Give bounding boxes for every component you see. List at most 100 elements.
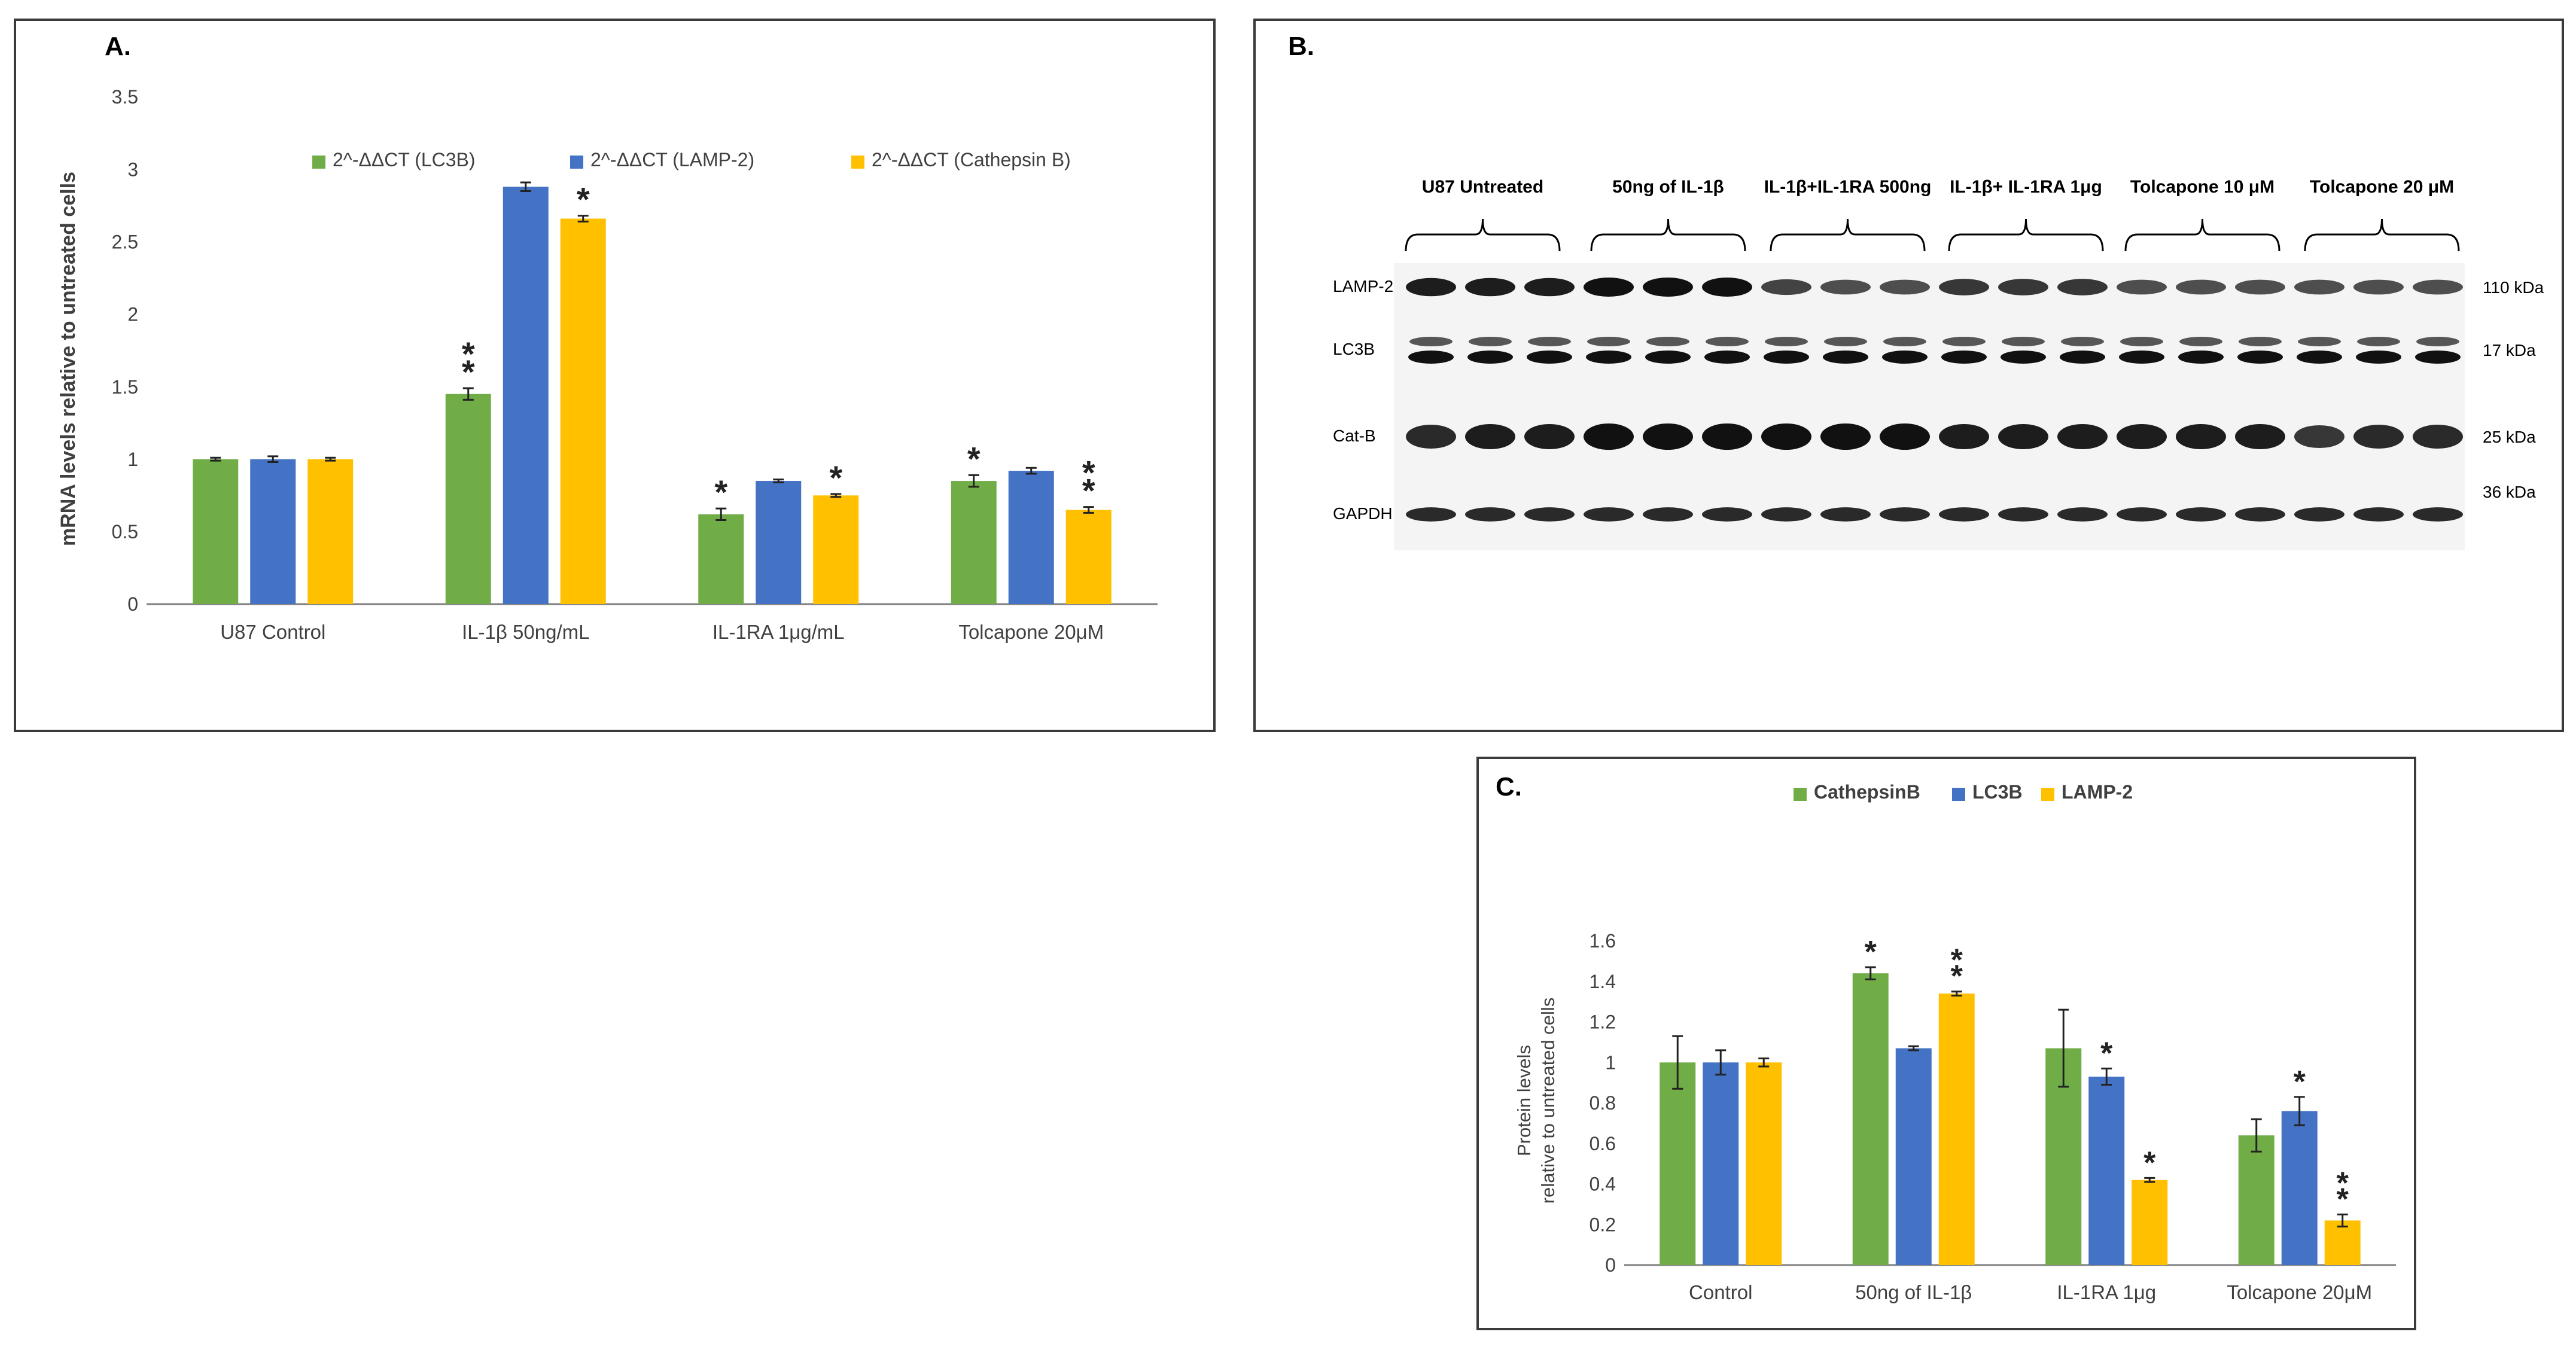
blot-band <box>1702 423 1752 450</box>
blot-band <box>1939 507 1989 522</box>
blot-band <box>2120 337 2163 346</box>
bar <box>560 218 606 604</box>
blot-band <box>2061 337 2104 346</box>
legend-swatch <box>1794 788 1807 801</box>
y-tick-label: 1 <box>127 449 138 470</box>
blot-band <box>1820 279 1871 295</box>
blot-band <box>2353 507 2404 522</box>
blot-band <box>2294 279 2344 295</box>
legend-label: LC3B <box>1972 781 2023 803</box>
x-tick-label: IL-1RA 1μg/mL <box>712 621 845 643</box>
blot-band <box>2235 423 2285 450</box>
bar <box>1065 510 1112 604</box>
bar <box>1703 1062 1739 1265</box>
chart-c: Protein levels relative to untreated cel… <box>1514 781 2396 1303</box>
significance-star: * <box>1082 454 1095 492</box>
blot-band <box>1524 423 1575 450</box>
significance-star: * <box>2337 1166 2349 1200</box>
blot-band <box>1645 351 1691 364</box>
significance-star: * <box>577 181 590 218</box>
significance-star: * <box>714 473 727 511</box>
blot-group-label: IL-1β+ IL-1RA 1μg <box>1950 177 2102 197</box>
legend-label: CathepsinB <box>1814 781 1920 803</box>
y-tick-label: 0.2 <box>1590 1214 1616 1235</box>
blot-band <box>1702 507 1752 522</box>
significance-star: * <box>2294 1065 2306 1099</box>
x-tick-label: IL-1β 50ng/mL <box>462 621 589 643</box>
bar <box>2324 1220 2361 1265</box>
blot-group-bracket <box>2304 218 2460 252</box>
blot-band <box>1880 423 1930 450</box>
blot-group-label: Tolcapone 10 μM <box>2130 177 2274 197</box>
blot-band <box>2002 337 2045 346</box>
blot-band <box>1998 423 2048 450</box>
y-tick-label: 0 <box>127 593 138 615</box>
panel-b: B. U87 Untreated 50ng of IL-1β IL-1β+IL-1R… <box>1253 19 2564 732</box>
blot-image-background <box>1394 263 2465 550</box>
western-blot: U87 Untreated 50ng of IL-1β IL-1β+IL-1RA 5… <box>1333 177 2544 523</box>
blot-band <box>2356 351 2401 364</box>
blot-row-weight: 17 kDa <box>2483 341 2536 359</box>
bar <box>1895 1048 1932 1265</box>
blot-band <box>1823 351 1868 364</box>
chart-a: mRNA levels relative to untreated cells … <box>57 86 1158 643</box>
x-tick-label: Tolcapone 20μM <box>2227 1281 2372 1303</box>
blot-band <box>2297 351 2342 364</box>
panel-a-letter: A. <box>105 32 131 61</box>
blot-band <box>2415 351 2461 364</box>
y-tick-label: 3 <box>127 159 138 180</box>
x-tick-label: Control <box>1689 1281 1752 1303</box>
blot-band <box>1824 337 1867 346</box>
legend-swatch <box>2041 788 2054 801</box>
blot-band <box>2353 424 2404 449</box>
y-tick-label: 1.4 <box>1590 971 1616 992</box>
blot-band <box>1584 278 1634 297</box>
blot-band <box>2294 507 2344 522</box>
blot-band <box>1584 423 1634 450</box>
blot-band <box>2176 423 2226 450</box>
y-tick-label: 3.5 <box>112 86 138 108</box>
x-tick-label: Tolcapone 20μM <box>958 621 1104 643</box>
blot-band <box>2413 279 2463 295</box>
blot-band <box>1408 351 1454 364</box>
blot-band <box>2060 351 2105 364</box>
blot-row-weight: 36 kDa <box>2483 483 2536 501</box>
blot-band <box>1706 337 1749 346</box>
blot-band <box>1524 278 1575 297</box>
panel-c: C. Protein levels relative to untreated … <box>1476 757 2416 1330</box>
blot-group-bracket <box>1590 218 1746 252</box>
blot-band <box>1524 507 1575 522</box>
legend-swatch <box>570 156 583 169</box>
blot-band <box>1761 279 1811 295</box>
blot-row-label: Cat-B <box>1333 426 1376 445</box>
blot-band <box>1586 351 1631 364</box>
y-tick-label: 2 <box>127 304 138 325</box>
y-tick-label: 1.5 <box>112 376 138 398</box>
legend-swatch <box>312 156 325 169</box>
blot-band <box>1764 351 1809 364</box>
blot-band <box>2413 424 2463 449</box>
panel-c-letter: C. <box>1496 772 1522 802</box>
chart-c-ylabel-line-1: Protein levels <box>1514 1045 1534 1156</box>
blot-band <box>2235 507 2285 522</box>
blot-band <box>2298 337 2341 346</box>
bar <box>250 459 296 604</box>
blot-band <box>2413 507 2463 522</box>
bar <box>698 514 744 604</box>
blot-band <box>2416 337 2459 346</box>
bar <box>2281 1111 2318 1265</box>
panel-a-frame <box>14 19 1216 732</box>
blot-band <box>1702 278 1752 297</box>
blot-band <box>1528 337 1571 346</box>
bar <box>1660 1062 1696 1265</box>
bar <box>951 481 997 604</box>
blot-band <box>2357 337 2400 346</box>
blot-band <box>1587 337 1630 346</box>
y-tick-label: 0.8 <box>1590 1092 1616 1114</box>
blot-band <box>1584 507 1634 522</box>
blot-band <box>2057 279 2108 295</box>
legend-label: 2^-ΔΔCT (LAMP-2) <box>590 149 754 170</box>
y-tick-label: 0 <box>1605 1254 1616 1276</box>
blot-band <box>1939 279 1989 295</box>
